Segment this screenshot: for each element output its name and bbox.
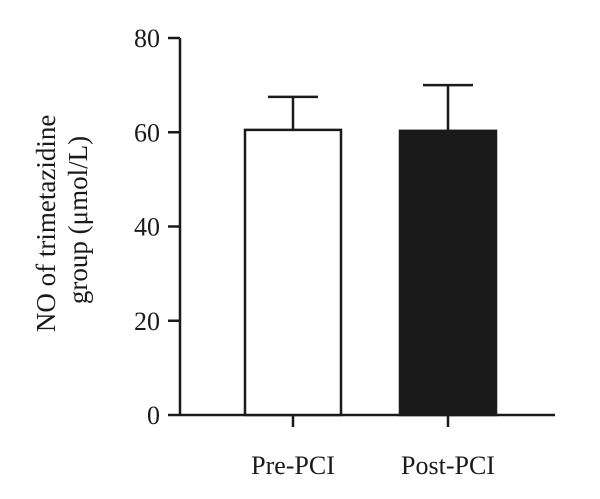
y-tick-label: 0	[147, 401, 160, 430]
error-bars	[268, 83, 473, 131]
bar-pre-pci	[243, 128, 343, 417]
y-axis-title: NO of trimetazidine group (μmol/L)	[31, 108, 93, 332]
x-category-label: Post-PCI	[401, 451, 495, 480]
y-axis: 0 20 40 60 80	[134, 24, 182, 430]
y-axis-title-line-1: NO of trimetazidine	[31, 115, 61, 332]
y-tick-label: 20	[134, 307, 160, 336]
category-labels: Pre-PCI Post-PCI	[251, 451, 495, 480]
y-tick-label: 40	[134, 213, 160, 242]
x-category-label: Pre-PCI	[251, 451, 335, 480]
y-tick-label: 60	[134, 118, 160, 147]
bars	[243, 128, 498, 417]
x-axis	[180, 413, 555, 427]
y-tick-label: 80	[134, 24, 160, 53]
y-axis-title-line-2: group (μmol/L)	[63, 136, 93, 304]
bar-post-pci	[398, 129, 498, 417]
